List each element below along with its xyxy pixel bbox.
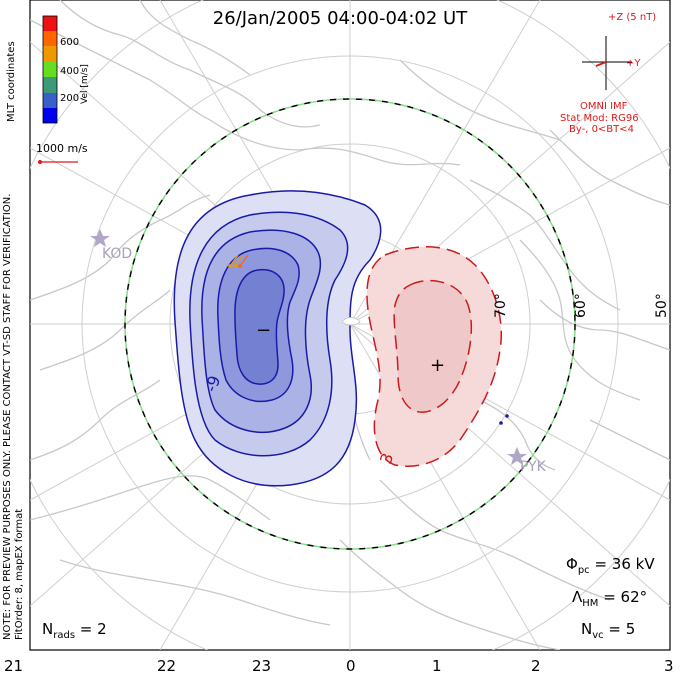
- imf-condition-label: By-, 0<BT<4: [569, 124, 635, 135]
- contour-neg-5: [234, 268, 285, 385]
- phi-subscript: pc: [577, 565, 590, 576]
- lambda-symbol: Λ: [572, 588, 583, 606]
- radar-site-label-kod: KOD: [102, 246, 133, 262]
- mlt-label: 21: [4, 657, 24, 675]
- colorbar-tick: 400: [60, 66, 80, 77]
- coordinate-system-label: MLT coordinates: [6, 41, 17, 122]
- stat-model-label: Stat Mod: RG96: [560, 113, 639, 124]
- mlt-label: 0: [346, 657, 356, 675]
- imf-dial: [582, 36, 632, 90]
- latitude-label-70: 70°: [493, 293, 509, 318]
- nvc-value: = 5: [603, 620, 636, 638]
- nvc-subscript: vc: [592, 630, 604, 641]
- vector-count: Nvc = 5: [581, 620, 635, 641]
- page-title: 26/Jan/2005 04:00-04:02 UT: [212, 8, 468, 29]
- latitude-label-60: 60°: [573, 293, 589, 318]
- radar-site-label-pyk: PYK: [520, 459, 546, 475]
- scale-vector-label: 1000 m/s: [36, 142, 88, 155]
- colorbar-tick: 200: [60, 93, 80, 104]
- negative-potential-cell: [173, 190, 382, 487]
- mlt-label: 22: [157, 657, 177, 675]
- radar-count: Nrads = 2: [42, 620, 107, 641]
- nrads-value: = 2: [75, 620, 107, 638]
- pole-marker: [341, 317, 361, 326]
- colorbar-label: Vel [m/s]: [80, 64, 90, 104]
- mlt-label: 1: [432, 657, 442, 675]
- colorbar-tick: 600: [60, 37, 80, 48]
- mlt-label: 3: [664, 657, 674, 675]
- phi-symbol: Φ: [566, 555, 578, 573]
- preview-note: NOTE: FOR PREVIEW PURPOSES ONLY. PLEASE …: [2, 193, 13, 640]
- radar-site-markers: [90, 229, 527, 465]
- negative-cell-symbol: −: [256, 320, 272, 341]
- mlt-label: 23: [252, 657, 272, 675]
- imf-y-label: +Y: [626, 58, 641, 69]
- nvc-symbol: N: [581, 620, 593, 638]
- contour-pos-2: [393, 279, 473, 413]
- mlt-label: 2: [531, 657, 541, 675]
- hm-boundary-latitude: ΛHM = 62°: [572, 588, 647, 609]
- measured-vectors: [228, 254, 509, 425]
- phi-value: = 36 kV: [589, 555, 655, 573]
- lambda-subscript: HM: [582, 598, 599, 609]
- latitude-label-50: 50°: [654, 293, 670, 318]
- lambda-value: = 62°: [598, 588, 648, 606]
- heppner-maynard-boundary-overlay: [124, 98, 576, 550]
- imf-source-label: OMNI IMF: [580, 101, 628, 112]
- nrads-subscript: rads: [53, 630, 76, 641]
- positive-cell-symbol: +: [430, 355, 446, 376]
- velocity-colorbar: [42, 15, 58, 124]
- nrads-symbol: N: [42, 620, 54, 638]
- scale-vector: [38, 160, 78, 164]
- positive-potential-cell: [366, 246, 502, 467]
- imf-z-label: +Z (5 nT): [608, 12, 657, 23]
- cross-polar-potential: Φpc = 36 kV: [566, 555, 655, 576]
- fit-order-label: FitOrder: 8, mapEX format: [14, 508, 25, 640]
